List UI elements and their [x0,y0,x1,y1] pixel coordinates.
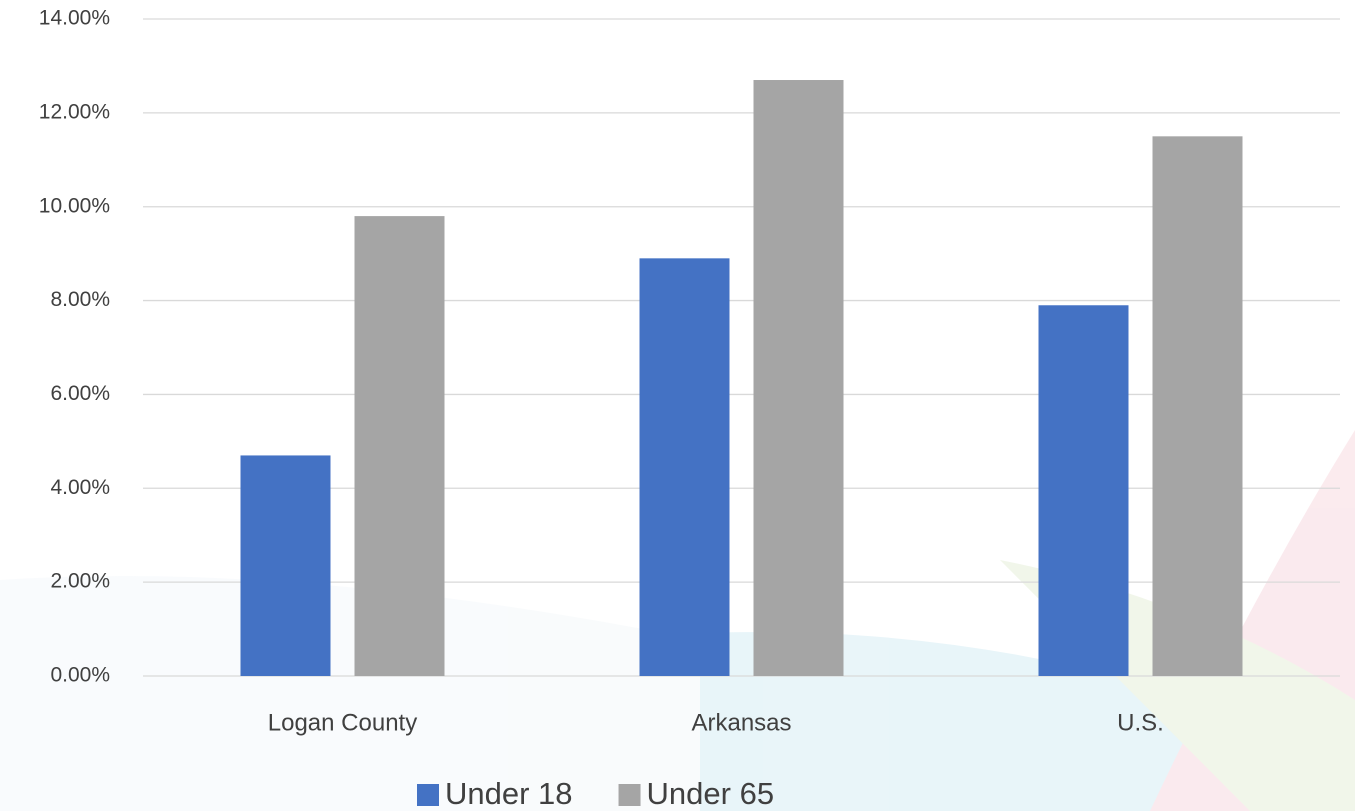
bar [354,216,445,676]
legend-swatch [417,784,439,806]
y-tick-label: 2.00% [50,570,110,593]
legend-label: Under 18 [445,776,573,811]
y-tick-label: 10.00% [39,194,110,217]
bar [753,80,844,676]
bar [240,455,331,676]
x-tick-label: Arkansas [691,709,791,736]
x-tick-label: Logan County [268,709,417,736]
x-tick-label: U.S. [1117,709,1164,736]
legend-label: Under 65 [647,776,775,811]
y-tick-label: 4.00% [50,476,110,499]
y-tick-label: 0.00% [50,664,110,687]
y-tick-label: 12.00% [39,100,110,123]
y-tick-label: 14.00% [39,7,110,30]
y-tick-label: 6.00% [50,382,110,405]
legend-swatch [618,784,641,806]
bar [1152,136,1243,677]
bar [1038,305,1129,676]
y-tick-label: 8.00% [50,288,110,311]
bar [639,258,730,676]
